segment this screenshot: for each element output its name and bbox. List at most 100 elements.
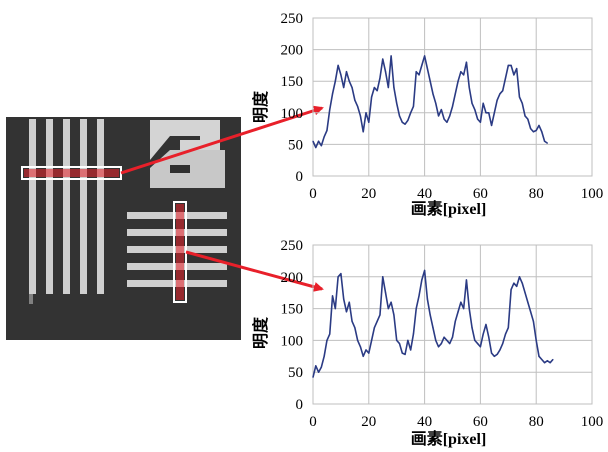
x-tick-label: 80 <box>529 186 544 202</box>
data-point <box>518 276 521 278</box>
data-point <box>315 146 317 149</box>
data-point <box>535 339 537 341</box>
data-point <box>488 336 490 338</box>
data-point <box>354 99 356 101</box>
x-tick-label: 20 <box>361 414 376 430</box>
data-point <box>331 295 334 297</box>
data-point <box>345 71 348 73</box>
data-point <box>412 333 415 335</box>
data-point <box>507 64 509 66</box>
data-point <box>390 301 392 303</box>
data-point <box>404 123 406 125</box>
data-point <box>479 346 481 348</box>
data-point <box>465 61 468 63</box>
data-point <box>334 308 336 310</box>
x-axis-label: 画素[pixel] <box>411 199 487 218</box>
data-point <box>465 279 468 281</box>
data-point <box>370 339 373 341</box>
data-point <box>382 58 384 60</box>
data-point <box>387 308 389 310</box>
data-point <box>513 282 515 284</box>
data-point <box>488 112 490 114</box>
y-tick-label: 250 <box>281 11 304 27</box>
data-point <box>407 119 409 121</box>
data-point <box>502 90 504 92</box>
data-point <box>440 109 442 111</box>
data-point <box>396 339 398 341</box>
data-point <box>460 301 462 303</box>
data-point <box>365 112 367 114</box>
data-point <box>343 298 345 300</box>
data-point <box>507 327 509 329</box>
data-point <box>426 67 428 70</box>
data-point <box>315 365 317 367</box>
data-point <box>390 55 392 57</box>
data-point <box>504 77 507 79</box>
x-tick-label: 80 <box>529 414 544 430</box>
data-point <box>449 342 451 345</box>
data-point <box>351 320 353 322</box>
data-point <box>490 352 493 354</box>
data-point <box>510 288 512 291</box>
data-point <box>326 339 328 341</box>
data-point <box>362 131 364 133</box>
data-point <box>387 86 389 89</box>
data-point <box>527 118 529 120</box>
y-tick-label: 200 <box>281 43 304 59</box>
vertical-sample-line <box>176 204 184 300</box>
data-point <box>541 358 543 361</box>
data-point <box>443 118 445 120</box>
data-point <box>443 336 445 338</box>
data-point <box>435 102 437 104</box>
data-point <box>359 115 362 117</box>
vertical-bar <box>80 119 87 294</box>
data-point <box>429 80 431 82</box>
data-point <box>407 339 409 341</box>
x-tick-label: 100 <box>581 414 604 430</box>
data-point <box>379 314 381 316</box>
data-point <box>396 102 398 104</box>
data-point <box>451 336 454 338</box>
data-point <box>474 339 476 341</box>
y-tick-label: 150 <box>281 302 304 318</box>
data-point <box>524 115 526 117</box>
data-point <box>384 71 387 73</box>
x-axis-label: 画素[pixel] <box>411 429 487 448</box>
data-point <box>348 80 350 82</box>
data-point <box>351 86 353 89</box>
data-point <box>334 80 336 82</box>
vertical-bar <box>97 119 104 294</box>
y-tick-label: 0 <box>296 397 304 413</box>
data-point <box>446 121 448 123</box>
data-point <box>493 112 495 114</box>
data-point <box>482 333 484 335</box>
x-tick-label: 60 <box>473 414 488 430</box>
data-point <box>530 311 532 313</box>
data-point <box>398 115 401 117</box>
data-point <box>317 371 320 373</box>
data-point <box>513 74 515 76</box>
data-point <box>393 314 395 316</box>
data-point <box>538 355 540 357</box>
data-point <box>362 355 364 357</box>
x-tick-label: 60 <box>473 186 488 202</box>
data-point <box>451 105 454 108</box>
data-point <box>552 358 554 361</box>
data-point <box>412 105 415 108</box>
y-axis-label: 明度 <box>251 90 270 123</box>
arrow-to-top-chart <box>120 105 324 175</box>
plot-area-border <box>312 17 593 177</box>
data-point <box>538 124 540 127</box>
data-point <box>379 77 381 79</box>
data-point <box>546 142 548 144</box>
data-point <box>426 298 428 300</box>
x-tick-label: 20 <box>361 186 376 202</box>
vertical-bar-base <box>29 294 33 304</box>
data-point <box>510 64 512 66</box>
data-point <box>516 285 518 287</box>
data-point <box>435 339 437 341</box>
data-point <box>312 376 314 378</box>
data-point <box>415 308 417 310</box>
data-point <box>343 86 345 89</box>
